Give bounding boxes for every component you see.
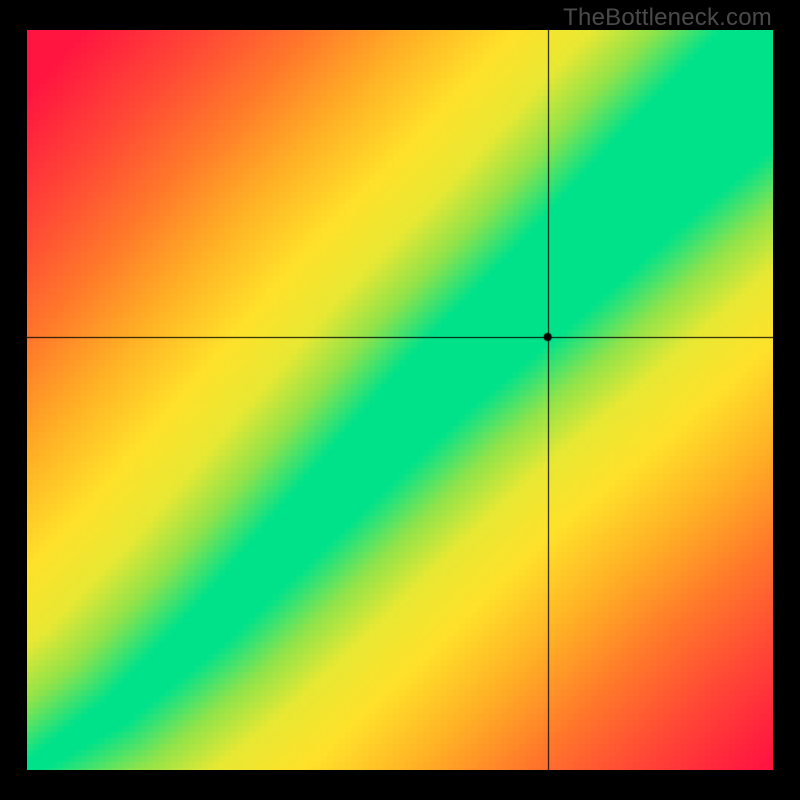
bottleneck-heatmap: [27, 30, 773, 770]
watermark-text: TheBottleneck.com: [563, 4, 772, 32]
chart-container: TheBottleneck.com: [0, 0, 800, 800]
